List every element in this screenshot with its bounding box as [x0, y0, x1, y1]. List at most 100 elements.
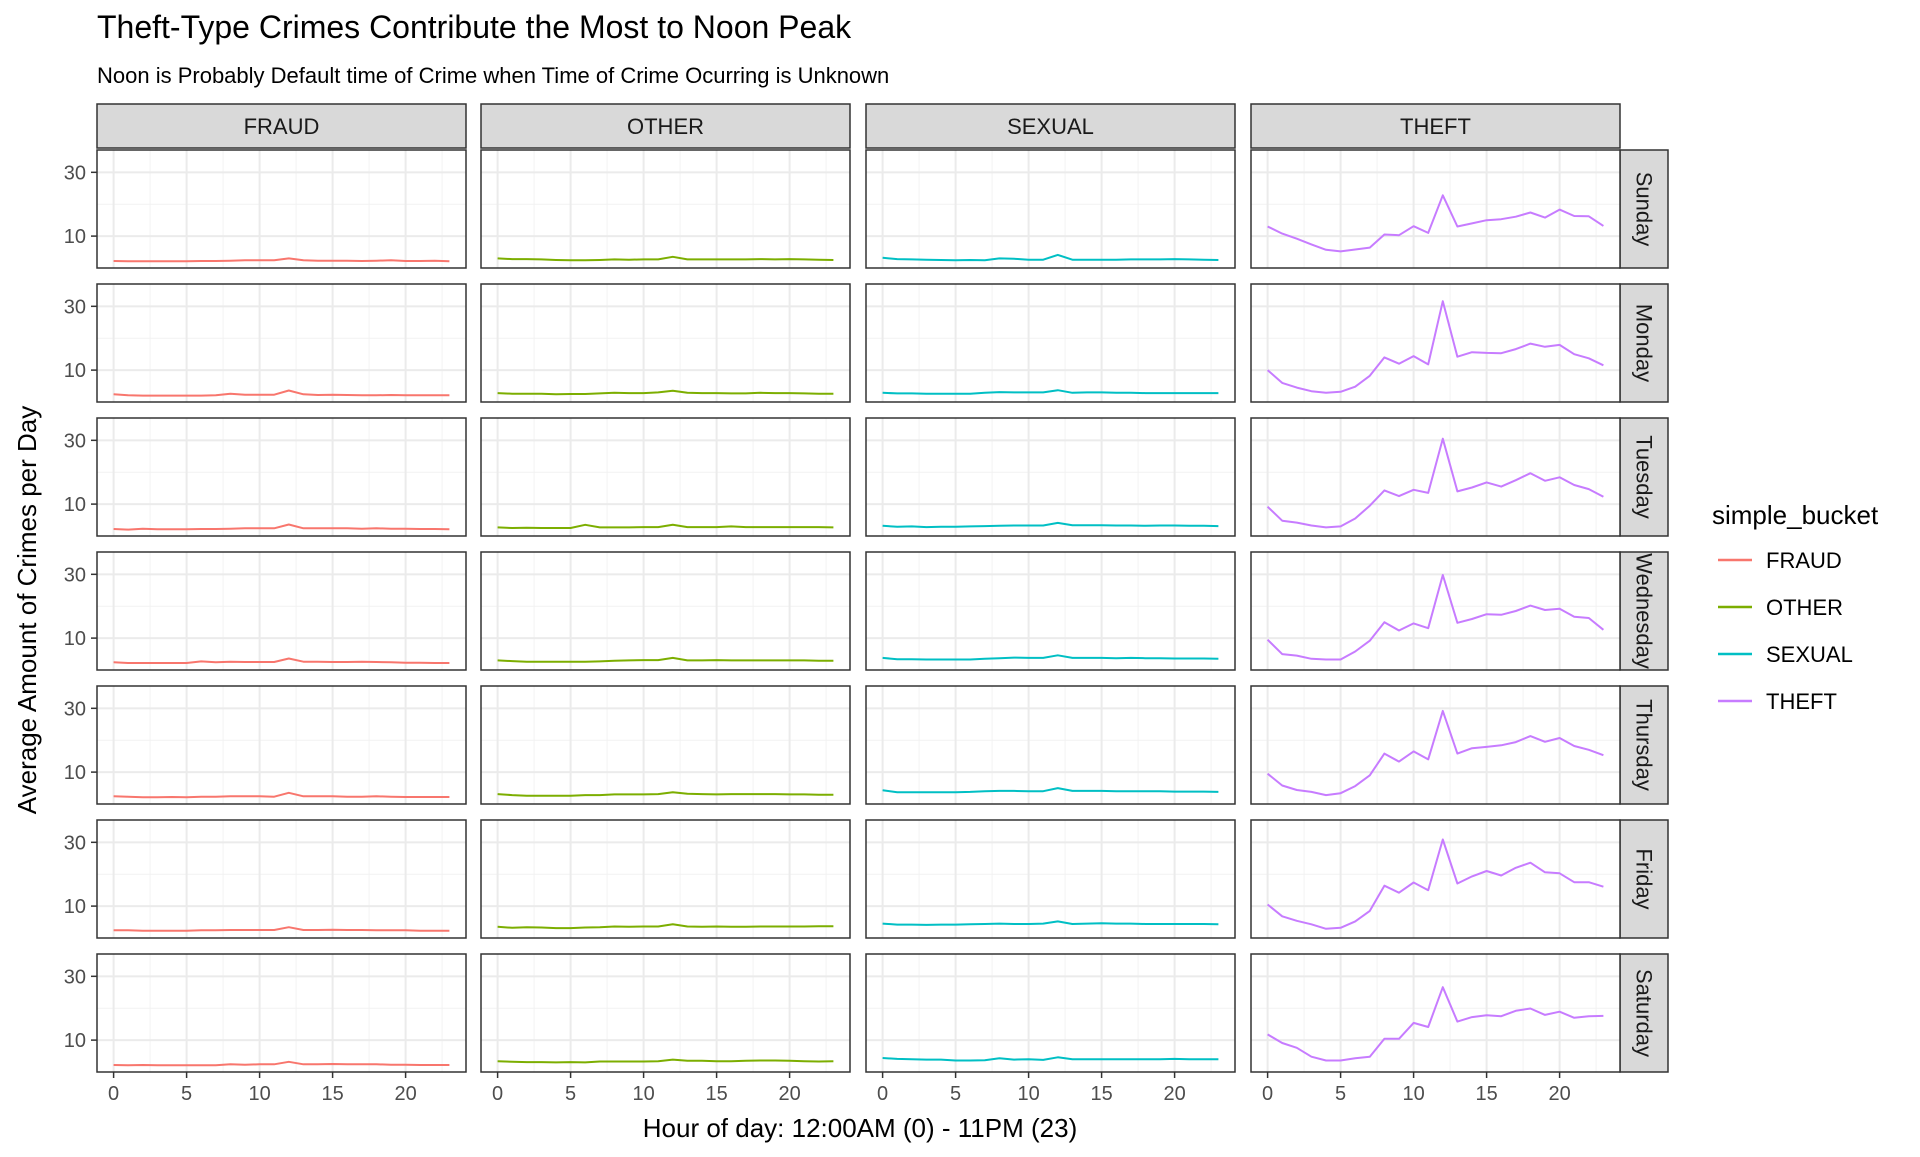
legend-label: THEFT — [1766, 689, 1837, 714]
row-strip-label: Sunday — [1632, 172, 1657, 247]
series-line-sexual — [882, 654, 1219, 661]
column-strip-label: OTHER — [627, 114, 704, 139]
column-strip-label: THEFT — [1400, 114, 1471, 139]
row-strip-friday — [1619, 819, 1669, 939]
panel-other-monday — [480, 283, 851, 403]
series-line-sexual — [882, 1056, 1219, 1062]
x-tick-label: 15 — [705, 1083, 727, 1105]
y-tick-label: 10 — [64, 762, 86, 784]
legend: FRAUD OTHER SEXUAL THEFT — [1718, 548, 1853, 714]
row-strip-label: Monday — [1632, 304, 1657, 382]
series-line-fraud — [113, 657, 450, 664]
x-tick-label: 0 — [1262, 1083, 1273, 1105]
series-line-other — [497, 389, 834, 396]
series-line-fraud — [113, 257, 450, 263]
panel-theft-thursday — [1250, 685, 1621, 805]
panel-background — [1251, 552, 1620, 670]
panel-background — [97, 150, 466, 268]
legend-title: simple_bucket — [1712, 500, 1879, 530]
series-line-other — [497, 523, 834, 529]
panel-background — [1251, 150, 1620, 268]
x-tick-label: 10 — [1017, 1083, 1039, 1105]
panel-border — [480, 417, 851, 537]
panel-border — [865, 149, 1236, 269]
panel-border — [865, 953, 1236, 1073]
legend-item-theft: THEFT — [1718, 689, 1837, 714]
y-tick-label: 30 — [64, 162, 86, 184]
x-tick-label: 0 — [108, 1083, 119, 1105]
series-line-fraud — [113, 791, 450, 799]
panel-sexual-wednesday — [865, 551, 1236, 671]
panel-background — [866, 954, 1235, 1072]
panel-border — [1250, 819, 1621, 939]
panel-border — [96, 149, 467, 269]
panel-border — [865, 551, 1236, 671]
panel-background — [97, 284, 466, 402]
x-tick-label: 10 — [1402, 1083, 1424, 1105]
panel-theft-tuesday — [1250, 417, 1621, 537]
x-tick-label: 10 — [248, 1083, 270, 1105]
legend-item-fraud: FRAUD — [1718, 548, 1842, 573]
series-line-other — [497, 791, 834, 797]
y-tick-label: 10 — [64, 494, 86, 516]
panel-background — [866, 820, 1235, 938]
panel-border — [1250, 417, 1621, 537]
facet-panels: FRAUD OTHER SEXUAL THEFT Sunday Monday Tuesday… — [64, 103, 1669, 1105]
panel-background — [1251, 284, 1620, 402]
panel-border — [1250, 953, 1621, 1073]
series-line-sexual — [882, 389, 1219, 395]
panel-background — [481, 284, 850, 402]
x-tick-label: 10 — [632, 1083, 654, 1105]
panel-background — [481, 820, 850, 938]
row-strip-sunday — [1619, 149, 1669, 269]
panel-border — [96, 685, 467, 805]
chart-subtitle: Noon is Probably Default time of Crime w… — [97, 63, 889, 88]
legend-label: SEXUAL — [1766, 642, 1853, 667]
panel-background — [1251, 686, 1620, 804]
panel-background — [97, 954, 466, 1072]
series-line-fraud — [113, 1060, 450, 1067]
panel-fraud-wednesday: 10 30 — [64, 551, 467, 671]
series-line-theft — [1266, 709, 1604, 797]
x-tick-label: 20 — [394, 1083, 416, 1105]
panel-border — [1250, 149, 1621, 269]
panel-sexual-tuesday — [865, 417, 1236, 537]
panel-background — [481, 150, 850, 268]
series-line-sexual — [882, 920, 1219, 926]
x-tick-label: 0 — [492, 1083, 503, 1105]
panel-sexual-thursday — [865, 685, 1236, 805]
chart-title: Theft-Type Crimes Contribute the Most to… — [97, 9, 852, 45]
panel-background — [866, 150, 1235, 268]
row-strip-label: Tuesday — [1632, 435, 1657, 519]
panel-theft-sunday — [1250, 149, 1621, 269]
y-tick-label: 10 — [64, 896, 86, 918]
panel-sexual-saturday: 0 5 10 15 20 — [865, 953, 1236, 1105]
panel-background — [97, 686, 466, 804]
panel-border — [96, 551, 467, 671]
column-strip-label: FRAUD — [244, 114, 320, 139]
legend-label: FRAUD — [1766, 548, 1842, 573]
panel-other-tuesday — [480, 417, 851, 537]
x-tick-label: 15 — [1090, 1083, 1112, 1105]
panel-border — [96, 953, 467, 1073]
y-tick-label: 30 — [64, 430, 86, 452]
column-strip-label: SEXUAL — [1007, 114, 1094, 139]
panel-border — [480, 953, 851, 1073]
x-tick-label: 20 — [778, 1083, 800, 1105]
panel-border — [865, 283, 1236, 403]
panel-background — [866, 552, 1235, 670]
panel-other-thursday — [480, 685, 851, 805]
series-line-theft — [1266, 838, 1604, 930]
panel-sexual-monday — [865, 283, 1236, 403]
panel-background — [1251, 954, 1620, 1072]
series-line-other — [497, 255, 834, 262]
panel-border — [96, 417, 467, 537]
panel-border — [1250, 685, 1621, 805]
y-tick-label: 10 — [64, 226, 86, 248]
row-strip-label: Friday — [1632, 848, 1657, 909]
panel-background — [1251, 820, 1620, 938]
panel-fraud-thursday: 10 30 — [64, 685, 467, 805]
x-tick-label: 5 — [950, 1083, 961, 1105]
panel-fraud-monday: 10 30 — [64, 283, 467, 403]
